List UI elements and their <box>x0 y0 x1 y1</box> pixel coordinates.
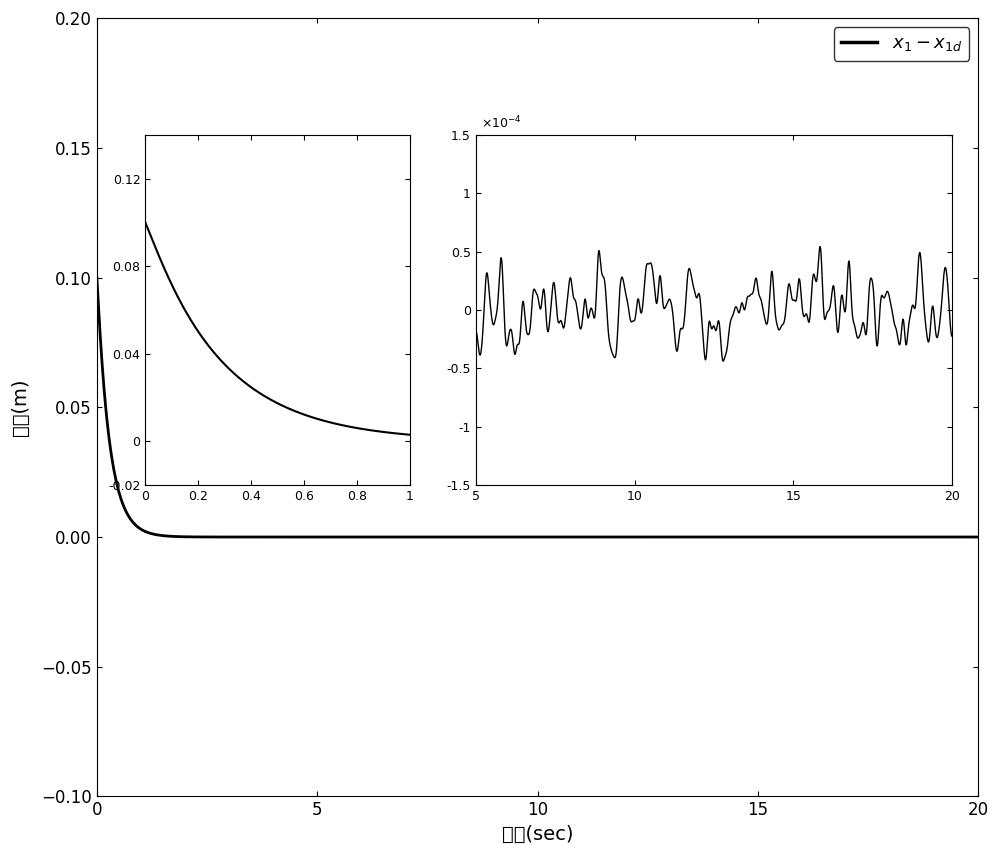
X-axis label: 时间(sec): 时间(sec) <box>502 825 573 844</box>
Y-axis label: 误差(m): 误差(m) <box>11 379 30 436</box>
Legend: $x_1 - x_{1d}$: $x_1 - x_{1d}$ <box>834 27 969 61</box>
